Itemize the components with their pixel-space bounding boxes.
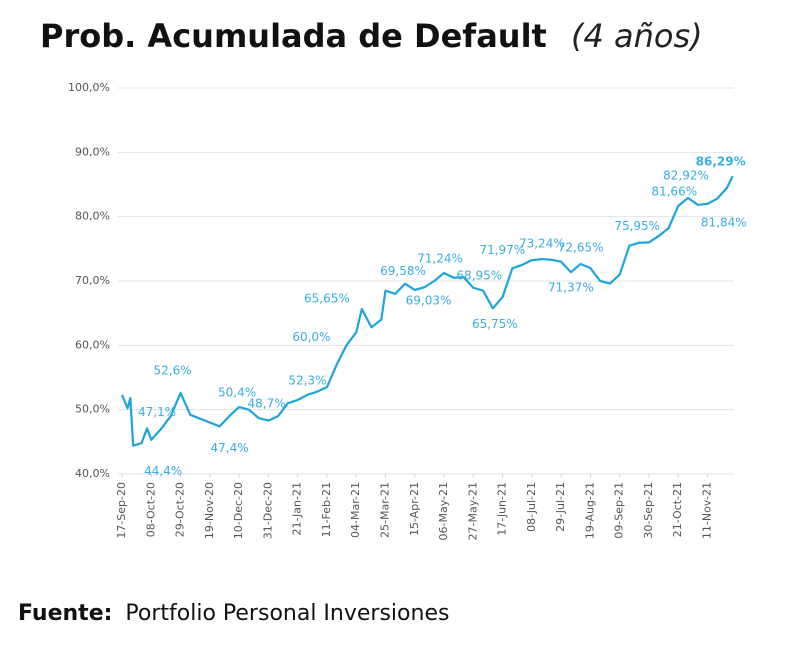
y-tick-label: 80,0%: [75, 210, 110, 223]
value-label: 71,97%: [479, 243, 525, 257]
value-label: 44,4%: [144, 464, 182, 478]
x-tick-label: 17-Jun-21: [496, 482, 509, 536]
line-series: [120, 175, 734, 447]
x-tick-label: 19-Nov-20: [203, 482, 216, 539]
value-label: 69,58%: [380, 264, 426, 278]
chart-subtitle: (4 años): [571, 17, 703, 55]
value-label: 47,4%: [211, 441, 249, 455]
x-tick-label: 29-Oct-20: [174, 482, 187, 537]
value-label: 48,7%: [248, 397, 286, 411]
x-tick-label: 10-Dec-20: [232, 482, 245, 539]
y-tick-label: 60,0%: [75, 338, 110, 351]
y-tick-label: 40,0%: [75, 467, 110, 480]
footer-label: Fuente:: [18, 601, 112, 626]
value-label: 69,03%: [406, 294, 452, 308]
y-tick-label: 70,0%: [75, 274, 110, 287]
x-tick-label: 09-Sep-21: [613, 482, 626, 539]
footer: Fuente: Portfolio Personal Inversiones: [18, 601, 449, 626]
footer-text: Portfolio Personal Inversiones: [125, 601, 449, 626]
value-label: 52,6%: [153, 363, 191, 377]
x-tick-label: 08-Oct-20: [144, 482, 157, 537]
value-label: 52,3%: [288, 373, 326, 387]
value-label: 72,65%: [558, 240, 604, 254]
value-label: 68,95%: [456, 268, 502, 282]
value-label: 65,65%: [304, 291, 350, 305]
value-label: 81,84%: [701, 215, 747, 229]
value-label: 50,4%: [218, 386, 256, 400]
x-tick-label: 06-May-21: [437, 482, 450, 540]
y-tick-label: 50,0%: [75, 403, 110, 416]
x-tick-label: 17-Sep-20: [115, 482, 128, 539]
value-label: 71,24%: [417, 252, 463, 266]
x-tick-label: 15-Apr-21: [408, 482, 421, 536]
y-tick-label: 100,0%: [68, 81, 110, 94]
x-tick-label: 08-Jul-21: [525, 482, 538, 532]
x-tick-label: 11-Feb-21: [320, 482, 333, 537]
value-label: 81,66%: [651, 184, 697, 198]
x-tick-label: 21-Jan-21: [291, 482, 304, 536]
x-tick-label: 04-Mar-21: [349, 482, 362, 538]
x-tick-label: 29-Jul-21: [554, 482, 567, 532]
value-label: 82,92%: [663, 168, 709, 182]
x-tick-label: 30-Sep-21: [642, 482, 655, 539]
chart-title: Prob. Acumulada de Default: [40, 17, 547, 55]
value-label: 65,75%: [472, 317, 518, 331]
x-tick-label: 25-Mar-21: [378, 482, 391, 538]
value-label: 71,37%: [548, 281, 594, 295]
value-label: 47,1%: [138, 405, 176, 419]
value-label: 60,0%: [292, 330, 330, 344]
value-label: 86,29%: [696, 155, 746, 169]
x-tick-label: 21-Oct-21: [671, 482, 684, 537]
x-tick-label: 27-May-21: [466, 482, 479, 540]
x-tick-label: 19-Aug-21: [583, 482, 596, 539]
value-label: 75,95%: [614, 219, 660, 233]
chart-title-group: Prob. Acumulada de Default (4 años): [40, 17, 703, 55]
value-label: 73,24%: [519, 237, 565, 251]
x-tick-label: 11-Nov-21: [701, 482, 714, 539]
y-tick-label: 90,0%: [75, 145, 110, 158]
x-tick-label: 31-Dec-20: [261, 482, 274, 539]
